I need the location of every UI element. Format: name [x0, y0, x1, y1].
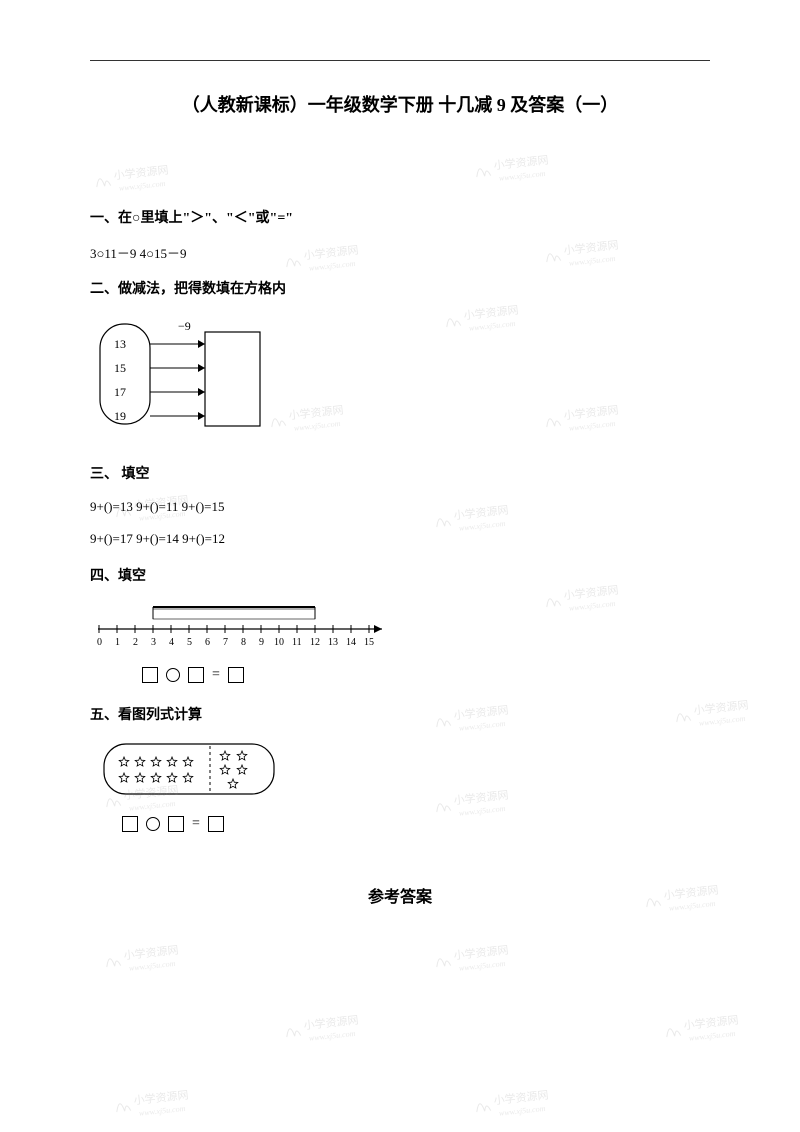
- svg-text:15: 15: [114, 361, 126, 375]
- svg-text:9: 9: [259, 637, 264, 648]
- answer-box[interactable]: [188, 667, 204, 683]
- svg-text:小学资源网: 小学资源网: [493, 1088, 549, 1108]
- svg-text:3: 3: [151, 637, 156, 648]
- answer-box[interactable]: [208, 816, 224, 832]
- svg-text:13: 13: [114, 337, 126, 351]
- svg-text:www.xj5u.com: www.xj5u.com: [129, 959, 176, 973]
- q5-formula: =: [120, 815, 710, 833]
- answer-heading: 参考答案: [90, 883, 710, 907]
- q2-svg: −9 13 15 17 19: [90, 314, 280, 434]
- svg-text:12: 12: [310, 637, 320, 648]
- q4-svg: 0123456789101112131415: [90, 601, 390, 651]
- svg-text:4: 4: [169, 637, 174, 648]
- svg-text:小学资源网: 小学资源网: [303, 1013, 359, 1033]
- q2-op: −9: [178, 319, 191, 333]
- answer-box[interactable]: [142, 667, 158, 683]
- svg-text:5: 5: [187, 637, 192, 648]
- q3-row2: 9+()=17 9+()=14 9+()=12: [90, 531, 710, 547]
- answer-box[interactable]: [228, 667, 244, 683]
- svg-text:www.xj5u.com: www.xj5u.com: [499, 1104, 546, 1118]
- svg-text:13: 13: [328, 637, 338, 648]
- equals-sign: =: [212, 667, 220, 683]
- svg-text:11: 11: [292, 637, 302, 648]
- svg-text:7: 7: [223, 637, 228, 648]
- svg-text:小学资源网: 小学资源网: [683, 1013, 739, 1033]
- svg-text:www.xj5u.com: www.xj5u.com: [689, 1029, 736, 1043]
- q2-heading: 二、做减法，把得数填在方格内: [90, 278, 710, 298]
- equals-sign: =: [192, 816, 200, 832]
- svg-text:1: 1: [115, 637, 120, 648]
- q4-diagram: 0123456789101112131415: [90, 601, 710, 656]
- q3-heading: 三、 填空: [90, 463, 710, 483]
- svg-text:10: 10: [274, 637, 284, 648]
- answer-op-circle[interactable]: [146, 817, 160, 831]
- q4-heading: 四、填空: [90, 565, 710, 585]
- svg-text:小学资源网: 小学资源网: [133, 1088, 189, 1108]
- answer-op-circle[interactable]: [166, 668, 180, 682]
- q5-svg: [100, 740, 280, 800]
- svg-text:www.xj5u.com: www.xj5u.com: [139, 1104, 186, 1118]
- top-rule: [90, 60, 710, 61]
- q4-formula: =: [140, 666, 710, 684]
- q1-problems: 3○11－9 4○15－9: [90, 243, 710, 262]
- q2-rows: 13 15 17 19: [114, 337, 205, 423]
- svg-text:www.xj5u.com: www.xj5u.com: [309, 1029, 356, 1043]
- svg-text:19: 19: [114, 409, 126, 423]
- svg-text:2: 2: [133, 637, 138, 648]
- q2-diagram: −9 13 15 17 19: [90, 314, 710, 439]
- svg-text:15: 15: [364, 637, 374, 648]
- page-title: （人教新课标）一年级数学下册 十几减 9 及答案（一）: [90, 91, 710, 117]
- q3-row1: 9+()=13 9+()=11 9+()=15: [90, 499, 710, 515]
- svg-text:0: 0: [97, 637, 102, 648]
- svg-text:www.xj5u.com: www.xj5u.com: [459, 959, 506, 973]
- q5-heading: 五、看图列式计算: [90, 704, 710, 724]
- answer-box[interactable]: [122, 816, 138, 832]
- svg-text:14: 14: [346, 637, 356, 648]
- svg-text:8: 8: [241, 637, 246, 648]
- svg-text:17: 17: [114, 385, 126, 399]
- svg-text:6: 6: [205, 637, 210, 648]
- answer-box[interactable]: [168, 816, 184, 832]
- q5-diagram: [100, 740, 710, 805]
- q1-heading: 一、在○里填上"＞"、"＜"或"=": [90, 207, 710, 227]
